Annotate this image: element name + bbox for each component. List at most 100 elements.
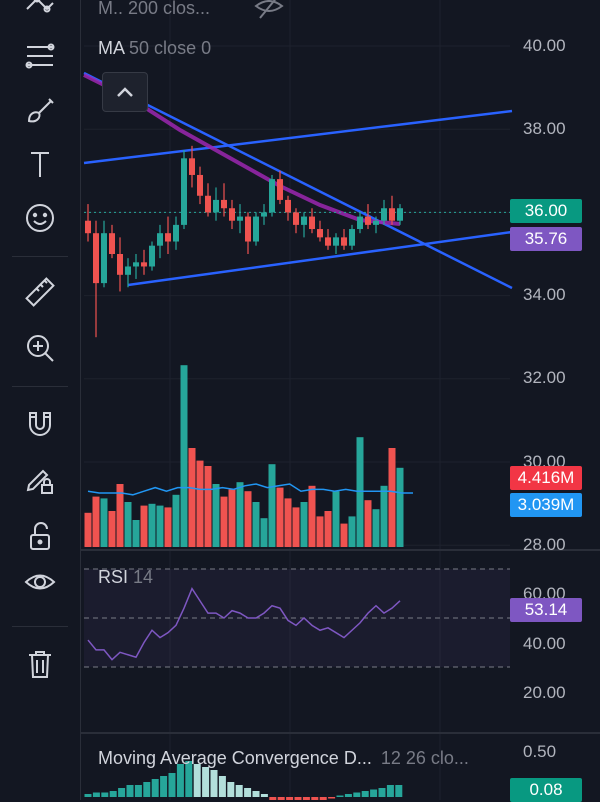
volume-bar — [348, 516, 356, 547]
macd-bar — [118, 788, 126, 797]
macd-bar — [378, 788, 386, 797]
upper-channel-line — [83, 109, 513, 165]
ma-legend[interactable]: MA 50 close 0 — [98, 38, 211, 59]
macd-bar — [319, 797, 327, 800]
candle-body — [317, 229, 323, 238]
macd-bar — [227, 782, 235, 797]
rsi-tick: 20.00 — [523, 683, 566, 702]
candle-body — [397, 208, 403, 221]
volume-bar — [356, 437, 364, 547]
macd-bar — [244, 788, 252, 797]
volume-bar — [220, 496, 228, 547]
volume-bar — [396, 467, 404, 547]
macd-bar — [235, 785, 243, 797]
volume-bar — [108, 511, 116, 547]
candle-body — [245, 216, 251, 242]
volume-bar — [268, 464, 276, 547]
macd-bar — [328, 797, 336, 799]
macd-tick: 0.50 — [523, 742, 557, 761]
eye-hidden-icon[interactable] — [254, 0, 284, 27]
candle-body — [285, 199, 291, 213]
emoji-icon[interactable] — [18, 196, 62, 240]
macd-legend-name: Moving Average Convergence D... — [98, 748, 372, 768]
volume-bar — [180, 365, 188, 547]
volume-bar — [244, 491, 252, 547]
macd-bar — [302, 797, 310, 800]
volume-bar — [380, 485, 388, 547]
macd-bar — [151, 779, 159, 797]
volume-bar — [276, 487, 284, 547]
price-badge: 36.00 — [510, 199, 582, 223]
candle-body — [101, 233, 107, 284]
candle-body — [109, 233, 115, 254]
volume-badge: 4.416M — [510, 466, 582, 490]
macd-bar — [185, 761, 193, 797]
lock-pencil-icon[interactable] — [18, 458, 62, 502]
toolbar-separator — [12, 386, 68, 387]
macd-bar — [269, 797, 277, 800]
candle-body — [253, 216, 259, 242]
text-icon[interactable] — [18, 142, 62, 186]
macd-bar — [277, 797, 285, 800]
macd-legend-params: 12 26 clo... — [380, 748, 469, 768]
rsi-legend[interactable]: RSI 14 — [98, 567, 153, 588]
macd-bar — [260, 794, 268, 797]
macd-bar — [294, 797, 302, 800]
volume-bar — [100, 498, 108, 547]
macd-bar — [84, 794, 92, 797]
candle-body — [157, 233, 163, 246]
price-tick: 34.00 — [523, 285, 566, 304]
macd-bar — [361, 791, 369, 797]
brush-icon[interactable] — [18, 88, 62, 132]
magnet-icon[interactable] — [18, 402, 62, 446]
zoom-in-icon[interactable] — [18, 326, 62, 370]
macd-legend[interactable]: Moving Average Convergence D... 12 26 cl… — [98, 748, 469, 769]
macd-bar — [92, 792, 100, 797]
candle-body — [325, 237, 331, 246]
volume-bar — [292, 507, 300, 547]
candle-body — [269, 179, 275, 213]
path-icon[interactable] — [18, 0, 62, 28]
lock-open-icon[interactable] — [18, 514, 62, 558]
candle-body — [293, 212, 299, 225]
ruler-icon[interactable] — [18, 270, 62, 314]
candle-body — [365, 216, 371, 225]
candle-body — [301, 216, 307, 225]
volume-bar — [156, 505, 164, 547]
chevron-up-icon — [117, 87, 133, 97]
volume-bar — [132, 520, 140, 547]
macd-bar — [109, 791, 117, 797]
volume-bar — [284, 498, 292, 547]
ma200-legend[interactable]: M.. 200 clos... — [98, 0, 210, 19]
eye-icon[interactable] — [18, 560, 62, 604]
volume-bar — [252, 502, 260, 547]
price-tick: 28.00 — [523, 535, 566, 554]
volume-bar — [196, 460, 204, 547]
candle-body — [197, 174, 203, 196]
trash-icon[interactable] — [18, 642, 62, 686]
macd-bar — [210, 770, 218, 797]
volume-bar — [388, 448, 396, 547]
volume-bar — [188, 448, 196, 547]
volume-bar — [324, 511, 332, 547]
drawing-toolbar — [0, 0, 81, 800]
volume-bar — [116, 484, 124, 547]
candle-body — [237, 216, 243, 221]
volume-bar — [364, 500, 372, 547]
volume-bar — [316, 516, 324, 547]
volume-bar — [372, 509, 380, 547]
rsi-badge: 53.14 — [510, 598, 582, 622]
candle-body — [341, 237, 347, 246]
macd-bar — [134, 785, 142, 797]
collapse-legend-button[interactable] — [102, 72, 148, 112]
volume-bar — [228, 489, 236, 547]
volume-bar — [172, 494, 180, 547]
candle-body — [261, 212, 267, 217]
macd-bar — [160, 776, 168, 797]
lower-channel-line — [127, 230, 513, 287]
fib-icon[interactable] — [18, 34, 62, 78]
volume-ma-badge: 3.039M — [510, 493, 582, 517]
price-tick: 40.00 — [523, 36, 566, 55]
candle-body — [229, 208, 235, 221]
